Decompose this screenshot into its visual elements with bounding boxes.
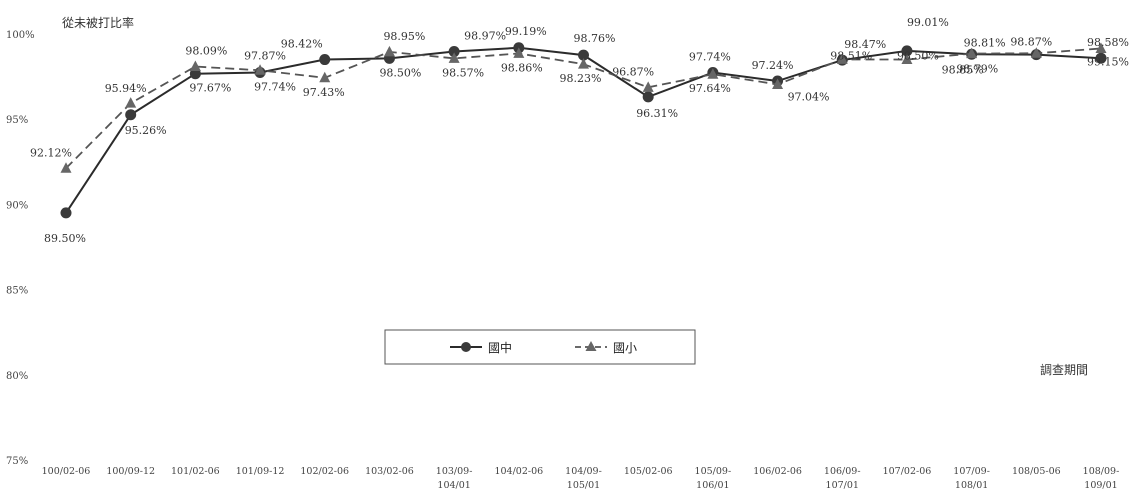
y-axis-title: 從未被打比率 bbox=[62, 15, 134, 30]
point-elementary bbox=[513, 47, 525, 58]
data-label: 99.19% bbox=[505, 25, 547, 38]
x-tick-label: 104/02-06 bbox=[494, 466, 543, 477]
data-label: 97.43% bbox=[303, 86, 345, 99]
data-label: 98.87% bbox=[1010, 36, 1052, 49]
data-label: 95.26% bbox=[125, 124, 167, 137]
x-tick-label: 107/09-108/01 bbox=[953, 466, 990, 491]
point-elementary bbox=[642, 81, 654, 92]
legend-marker-junior-high bbox=[461, 342, 471, 352]
data-label: 98.51% bbox=[830, 49, 872, 62]
legend-marker-elementary bbox=[585, 341, 597, 351]
point-elementary bbox=[125, 97, 137, 108]
data-label: 92.12% bbox=[30, 146, 72, 159]
point-junior-high bbox=[448, 46, 460, 58]
point-elementary bbox=[1095, 42, 1107, 53]
y-tick-label: 95% bbox=[6, 115, 28, 126]
point-elementary bbox=[254, 64, 266, 75]
data-label: 98.23% bbox=[560, 72, 602, 85]
point-elementary bbox=[448, 52, 460, 63]
data-label: 98.79% bbox=[956, 62, 998, 75]
data-label: 98.85% bbox=[942, 64, 984, 77]
data-label: 98.57% bbox=[442, 66, 484, 79]
y-axis-ticks: 75% 80% 85% 90% 95% 100% bbox=[6, 30, 35, 467]
point-elementary bbox=[319, 71, 331, 83]
x-axis-title: 調查期間 bbox=[1040, 363, 1088, 377]
point-elementary bbox=[901, 53, 913, 65]
data-label: 98.86% bbox=[501, 61, 543, 74]
point-elementary bbox=[578, 58, 589, 69]
point-elementary bbox=[707, 68, 719, 79]
legend: 國中 國小 bbox=[384, 329, 696, 365]
x-tick-label: 105/02-06 bbox=[624, 466, 673, 477]
y-tick-label: 85% bbox=[6, 286, 28, 297]
x-tick-label: 100/02-06 bbox=[42, 466, 91, 477]
x-axis-ticks: 100/02-06 100/09-12 101/02-06 101/09-12 102/… bbox=[42, 466, 1120, 491]
point-junior-high bbox=[901, 45, 913, 57]
point-elementary bbox=[60, 162, 72, 173]
data-label: 98.47% bbox=[844, 38, 886, 51]
data-label: 89.50% bbox=[44, 232, 86, 245]
x-tick-label: 101/09-12 bbox=[236, 466, 285, 477]
data-label: 97.74% bbox=[689, 51, 731, 64]
data-label: 95.94% bbox=[105, 82, 147, 95]
point-junior-high bbox=[319, 54, 331, 66]
y-tick-label: 90% bbox=[6, 200, 28, 211]
legend-box bbox=[384, 329, 696, 365]
point-elementary bbox=[383, 45, 395, 57]
legend-label-elementary: 國小 bbox=[613, 341, 637, 355]
point-junior-high bbox=[125, 109, 137, 121]
point-elementary bbox=[966, 47, 978, 59]
data-label: 96.31% bbox=[636, 107, 678, 120]
data-label: 98.50% bbox=[897, 50, 939, 63]
data-label: 98.81% bbox=[964, 36, 1006, 49]
data-label: 97.24% bbox=[752, 59, 794, 72]
data-labels: 89.50% 95.26% 97.67% 97.74% 98.42% 98.50% 98.9… bbox=[30, 16, 1129, 245]
x-tick-label: 108/09-109/01 bbox=[1083, 466, 1120, 491]
data-label: 99.15% bbox=[1087, 55, 1129, 68]
data-label: 98.42% bbox=[281, 38, 323, 51]
x-tick-label: 105/09-106/01 bbox=[695, 466, 732, 491]
point-elementary bbox=[772, 78, 784, 89]
x-tick-label: 107/02-06 bbox=[883, 466, 932, 477]
x-tick-label: 106/09-107/01 bbox=[824, 466, 861, 491]
data-label: 98.97% bbox=[464, 30, 506, 43]
point-junior-high bbox=[578, 49, 589, 61]
data-label: 97.67% bbox=[189, 82, 231, 95]
data-label: 97.04% bbox=[788, 90, 830, 103]
point-elementary bbox=[189, 60, 201, 72]
data-label: 97.74% bbox=[254, 81, 296, 94]
point-elementary bbox=[836, 53, 848, 64]
x-tick-label: 101/02-06 bbox=[171, 466, 220, 477]
data-label: 99.01% bbox=[907, 16, 949, 29]
x-tick-label: 106/02-06 bbox=[753, 466, 802, 477]
data-label: 98.95% bbox=[383, 30, 425, 43]
x-tick-label: 104/09-105/01 bbox=[565, 466, 602, 491]
data-label: 98.09% bbox=[185, 45, 227, 58]
x-tick-label: 103/02-06 bbox=[365, 466, 414, 477]
data-label: 97.87% bbox=[244, 49, 286, 62]
point-junior-high bbox=[642, 91, 654, 103]
y-tick-label: 75% bbox=[6, 456, 28, 467]
series-group bbox=[60, 42, 1107, 219]
legend-label-junior-high: 國中 bbox=[488, 340, 512, 355]
x-tick-label: 108/05-06 bbox=[1012, 466, 1061, 477]
y-tick-label: 100% bbox=[6, 30, 35, 41]
x-tick-label: 102/02-06 bbox=[300, 466, 349, 477]
point-junior-high bbox=[60, 207, 72, 219]
data-label: 96.87% bbox=[612, 65, 654, 78]
x-tick-label: 100/09-12 bbox=[106, 466, 155, 477]
data-label: 98.50% bbox=[379, 66, 421, 79]
point-junior-high bbox=[1095, 52, 1107, 64]
data-label: 97.64% bbox=[689, 82, 731, 95]
x-tick-label: 103/09-104/01 bbox=[436, 466, 473, 491]
y-tick-label: 80% bbox=[6, 371, 28, 382]
point-elementary bbox=[1030, 47, 1042, 58]
data-label: 98.58% bbox=[1087, 36, 1129, 49]
data-label: 98.76% bbox=[574, 32, 616, 45]
